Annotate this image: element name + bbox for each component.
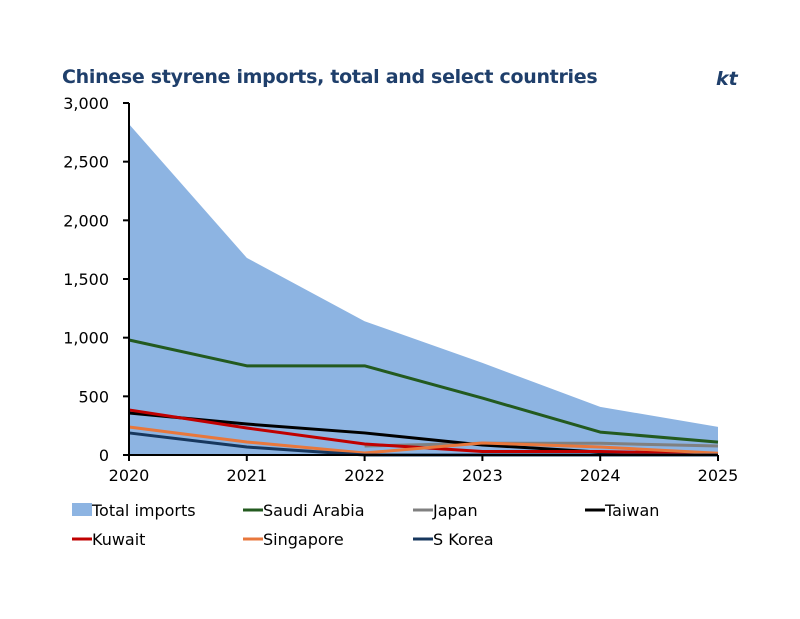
y-tick-label: 2,000 xyxy=(63,211,109,230)
x-tick-label: 2024 xyxy=(580,466,621,485)
legend-item-total-imports: Total imports xyxy=(72,501,196,520)
legend-label: Total imports xyxy=(91,501,196,520)
x-tick-label: 2023 xyxy=(462,466,503,485)
y-tick-label: 2,500 xyxy=(63,153,109,172)
x-tick-label: 2021 xyxy=(226,466,267,485)
y-tick-label: 500 xyxy=(78,387,109,406)
x-tick-label: 2025 xyxy=(698,466,739,485)
legend-label: Taiwan xyxy=(604,501,659,520)
y-tick-label: 1,500 xyxy=(63,270,109,289)
legend-item-s-korea: S Korea xyxy=(413,530,494,549)
line-japan xyxy=(364,441,719,448)
y-tick-label: 3,000 xyxy=(63,94,109,113)
y-tick-label: 1,000 xyxy=(63,329,109,348)
line-saudi-arabia xyxy=(128,338,719,444)
y-tick-label: 0 xyxy=(99,446,109,465)
x-tick-label: 2020 xyxy=(109,466,150,485)
legend-label: S Korea xyxy=(433,530,494,549)
legend-label: Kuwait xyxy=(92,530,145,549)
area-total-imports xyxy=(129,124,718,456)
legend-item-taiwan: Taiwan xyxy=(585,501,659,520)
legend-item-kuwait: Kuwait xyxy=(72,530,145,549)
legend-item-saudi-arabia: Saudi Arabia xyxy=(243,501,365,520)
chart-title: Chinese styrene imports, total and selec… xyxy=(62,66,598,88)
legend-label: Singapore xyxy=(263,530,344,549)
legend-label: Saudi Arabia xyxy=(263,501,365,520)
legend-item-japan: Japan xyxy=(413,501,478,520)
x-tick-label: 2022 xyxy=(344,466,385,485)
line-singapore xyxy=(128,425,719,455)
legend-swatch xyxy=(72,503,92,516)
unit-label: kt xyxy=(716,68,738,90)
legend-item-singapore: Singapore xyxy=(243,530,344,549)
legend-label: Japan xyxy=(432,501,478,520)
